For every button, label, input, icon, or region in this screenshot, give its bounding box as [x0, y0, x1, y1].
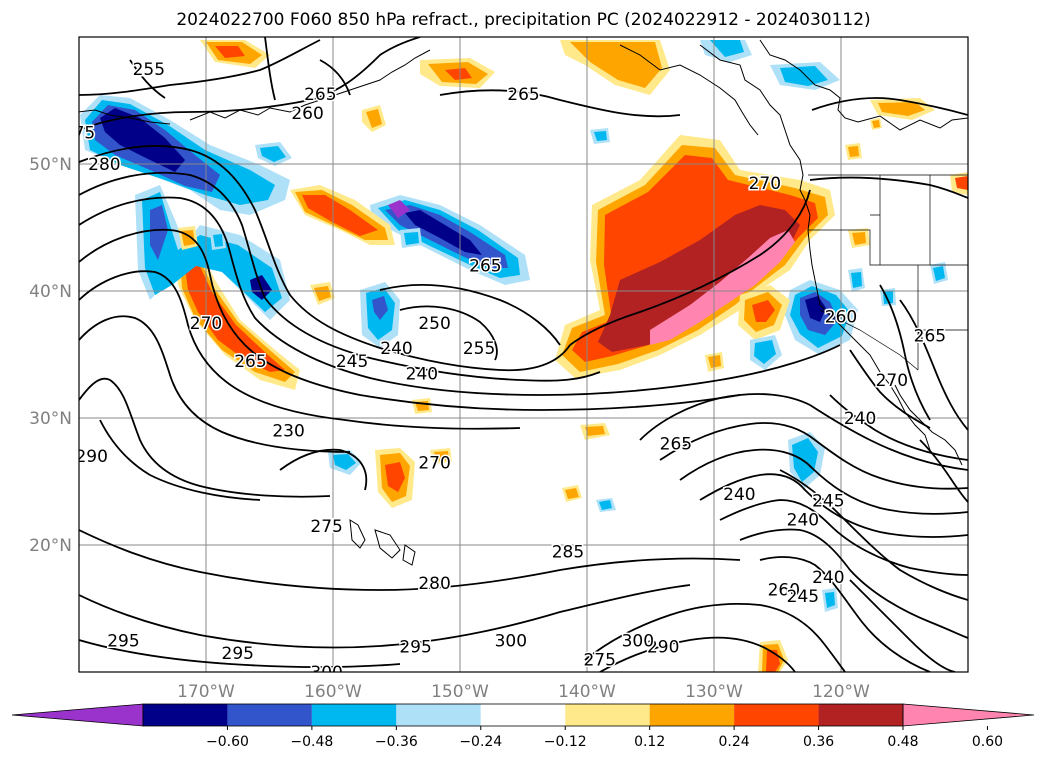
longitude-label: 150°W	[431, 682, 489, 702]
colorbar-bin	[396, 704, 481, 726]
contour-label: 290	[647, 638, 679, 658]
colorbar-tick-label: 0.24	[719, 734, 750, 750]
colorbar-tick-label: −0.60	[206, 734, 249, 750]
colorbar-bin	[227, 704, 312, 726]
contour-label: 240	[812, 568, 844, 588]
contour-label: 290	[75, 447, 107, 467]
contour-label: 295	[399, 638, 431, 658]
longitude-labels: 170°W 160°W 150°W 140°W 130°W 120°W	[177, 682, 870, 702]
latitude-labels: 50°N 40°N 30°N 20°N	[29, 155, 72, 556]
colorbar-extend-low	[11, 703, 144, 727]
contour-label: 230	[272, 422, 304, 442]
contour-label: 275	[310, 517, 342, 537]
colorbar-bin	[734, 704, 819, 726]
contour-label: 240	[787, 511, 819, 531]
contour-label: 270	[749, 174, 781, 194]
contour-label: 265	[507, 85, 539, 105]
contour-label: 300	[310, 663, 342, 683]
contour-label: 260	[291, 104, 323, 124]
contour-label: 245	[336, 352, 368, 372]
map-title: 2024022700 F060 850 hPa refract., precip…	[176, 10, 871, 30]
contour-label: 240	[380, 339, 412, 359]
colorbar-tick-label: 0.48	[887, 734, 918, 750]
latitude-label: 40°N	[29, 282, 72, 302]
colorbar-tick-label: 0.12	[634, 734, 665, 750]
contour-label: 295	[107, 631, 139, 651]
colorbar-bin	[143, 704, 228, 726]
contour-label: 285	[552, 542, 584, 562]
colorbar-tick-label: −0.48	[290, 734, 333, 750]
colorbar: −0.60 −0.48 −0.36 −0.24 −0.12 0.12 0.24 0.36 0.4…	[11, 703, 1035, 750]
colorbar-bin	[565, 704, 650, 726]
longitude-label: 120°W	[812, 682, 870, 702]
colorbar-outline	[142, 703, 904, 727]
latitude-label: 50°N	[29, 155, 72, 175]
colorbar-bin	[649, 704, 735, 726]
longitude-label: 160°W	[304, 682, 362, 702]
contour-label: 280	[88, 155, 120, 175]
contour-label: 245	[812, 492, 844, 512]
contour-label: 245	[787, 587, 819, 607]
longitude-label: 140°W	[558, 682, 616, 702]
colorbar-bin	[818, 704, 903, 726]
contour-label: 265	[304, 85, 336, 105]
colorbar-bin	[480, 704, 566, 726]
contour-label: 270	[876, 371, 908, 391]
contour-label: 260	[825, 307, 857, 327]
contour-label: 240	[406, 365, 438, 385]
colorbar-bin	[311, 704, 397, 726]
refractivity-contours	[79, 37, 968, 672]
contour-label: 270	[418, 453, 450, 473]
latitude-label: 20°N	[29, 536, 72, 556]
colorbar-tick-label: 0.60	[972, 734, 1003, 750]
contour-label: 250	[418, 314, 450, 334]
coastlines	[79, 39, 968, 566]
contour-label: 300	[622, 631, 654, 651]
colorbar-extend-high	[902, 703, 1035, 727]
contour-label: 265	[469, 257, 501, 277]
contour-label: 265	[234, 352, 266, 372]
contour-label: 270	[190, 314, 222, 334]
map-frame	[78, 36, 969, 673]
contour-label: 275	[583, 650, 615, 670]
contour-label: 280	[418, 574, 450, 594]
colorbar-tick-label: −0.36	[375, 734, 418, 750]
latitude-label: 30°N	[29, 409, 72, 429]
graticule	[79, 37, 968, 672]
contour-label: 260	[768, 580, 800, 600]
contour-label: 265	[660, 434, 692, 454]
colorbar-tick-label: −0.24	[459, 734, 502, 750]
contour-label: 240	[723, 485, 755, 505]
contour-label: 255	[463, 339, 495, 359]
contour-label: 300	[495, 631, 527, 651]
longitude-label: 170°W	[177, 682, 235, 702]
colorbar-tick-label: 0.36	[803, 734, 834, 750]
contour-label: 255	[133, 60, 165, 80]
contour-label: 275	[63, 123, 95, 143]
colorbar-tick-label: −0.12	[544, 734, 587, 750]
contour-label: 295	[222, 644, 254, 664]
contour-label: 240	[844, 409, 876, 429]
longitude-label: 130°W	[685, 682, 743, 702]
contour-label: 265	[914, 326, 946, 346]
